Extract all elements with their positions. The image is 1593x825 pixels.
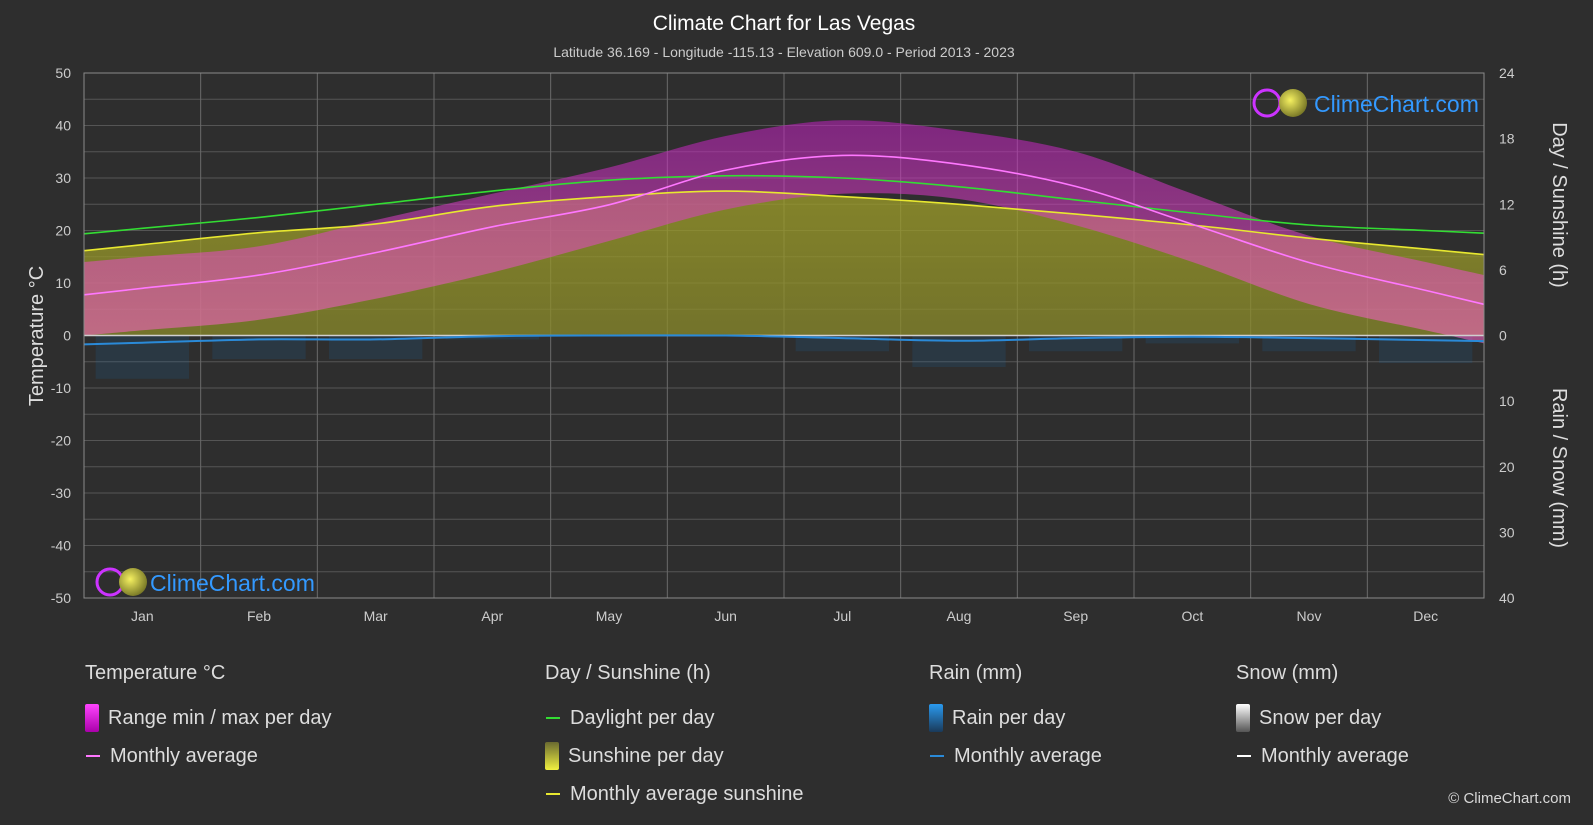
rain-bar [445, 335, 539, 340]
right-axis-bottom-label: Rain / Snow (mm) [1548, 388, 1570, 548]
snow-average-swatch [1237, 755, 1251, 757]
left-axis-label: Temperature °C [26, 266, 48, 406]
logo-ball-icon [119, 568, 147, 596]
legend-item-label: Sunshine per day [568, 744, 724, 767]
legend-item-label: Monthly average [1261, 744, 1409, 767]
legend-item-label: Monthly average [110, 744, 258, 767]
legend-sunshine: Day / Sunshine (h) Daylight per day Suns… [545, 662, 803, 813]
right-top-tick-label: 6 [1499, 262, 1507, 278]
logo-top: ClimeChart.com [1252, 88, 1479, 118]
legend-item: Snow per day [1236, 699, 1409, 737]
right-axis-sunshine-ticks: 24 18 12 6 0 [1499, 65, 1515, 344]
month-tick-label: Jun [714, 608, 737, 624]
right-top-tick-label: 24 [1499, 65, 1515, 81]
snow-swatch [1236, 704, 1250, 732]
month-tick-label: Nov [1297, 608, 1322, 624]
left-tick-label: -40 [51, 538, 71, 554]
right-bottom-tick-label: 20 [1499, 459, 1515, 475]
rain-bar [1145, 335, 1239, 344]
rain-average-swatch [930, 755, 944, 757]
month-tick-label: Oct [1181, 608, 1203, 624]
legend-temperature: Temperature °C Range min / max per day M… [85, 662, 331, 775]
legend-sunshine-header: Day / Sunshine (h) [545, 662, 711, 684]
month-tick-label: Dec [1413, 608, 1438, 624]
legend-snow-header: Snow (mm) [1236, 662, 1339, 684]
rain-bar [329, 335, 423, 360]
month-tick-label: Apr [481, 608, 503, 624]
legend-rain-header: Rain (mm) [929, 662, 1023, 684]
logo-ball-icon [1279, 89, 1307, 117]
legend-item-label: Daylight per day [570, 706, 715, 729]
left-tick-label: -20 [51, 433, 71, 449]
plot-frame [83, 72, 1485, 599]
chart-subtitle: Latitude 36.169 - Longitude -115.13 - El… [553, 44, 1015, 60]
rain-bar [212, 335, 306, 360]
left-tick-label: 10 [55, 275, 71, 291]
left-tick-label: -30 [51, 485, 71, 501]
left-tick-label: 40 [55, 118, 71, 134]
daylight-swatch [546, 717, 560, 719]
legend-item: Monthly average [1236, 737, 1409, 775]
legend-item-label: Range min / max per day [108, 706, 332, 729]
legend-rain: Rain (mm) Rain per day Monthly average [929, 662, 1102, 775]
month-tick-label: Mar [364, 608, 388, 624]
right-top-tick-label: 12 [1499, 196, 1515, 212]
rain-monthly-average-line [83, 334, 1485, 346]
daylight-line [83, 174, 1485, 235]
temperature-range-area [84, 120, 1484, 344]
month-tick-labels: Jan Feb Mar Apr May Jun Jul Aug Sep Oct Nov Dec [131, 608, 1438, 624]
sunshine-average-line [83, 190, 1485, 256]
left-tick-label: -50 [51, 590, 71, 606]
temperature-average-line [83, 154, 1485, 306]
legend-item-label: Snow per day [1259, 706, 1382, 729]
month-tick-label: May [596, 608, 622, 624]
right-bottom-tick-label: 10 [1499, 393, 1515, 409]
legend-item: Sunshine per day [545, 737, 803, 775]
legend-item: Daylight per day [545, 699, 803, 737]
chart-title: Climate Chart for Las Vegas [653, 12, 916, 35]
copyright: © ClimeChart.com [1448, 790, 1571, 807]
right-axis-rain-ticks: 10 20 30 40 [1499, 393, 1515, 606]
legend-item: Monthly average sunshine [545, 775, 803, 813]
legend-item: Monthly average [929, 737, 1102, 775]
left-tick-label: 20 [55, 223, 71, 239]
temperature-average-swatch [86, 755, 100, 757]
sunshine-swatch [545, 742, 559, 770]
rain-swatch [929, 704, 943, 732]
legend-item: Rain per day [929, 699, 1102, 737]
right-axis-top-label: Day / Sunshine (h) [1548, 122, 1570, 288]
legend-temperature-header: Temperature °C [85, 662, 226, 684]
month-tick-label: Jan [131, 608, 154, 624]
left-tick-label: 0 [63, 328, 71, 344]
month-tick-label: Feb [247, 608, 271, 624]
right-bottom-tick-label: 40 [1499, 590, 1515, 606]
legend-item: Range min / max per day [85, 699, 331, 737]
right-bottom-tick-label: 30 [1499, 524, 1515, 540]
legend-item-label: Monthly average [954, 744, 1102, 767]
right-top-tick-label: 0 [1499, 328, 1507, 344]
legend-item-label: Rain per day [952, 706, 1066, 729]
legend-item-label: Monthly average sunshine [570, 782, 804, 805]
month-tick-label: Aug [947, 608, 972, 624]
left-tick-label: -10 [51, 380, 71, 396]
legend-item: Monthly average [85, 737, 331, 775]
month-tick-label: Sep [1063, 608, 1088, 624]
left-axis-ticks: 50 40 30 20 10 0 -10 -20 -30 -40 -50 [51, 65, 71, 606]
logo-ring-icon [1252, 88, 1282, 118]
logo-text: ClimeChart.com [1314, 91, 1479, 117]
logo-bottom: ClimeChart.com [95, 567, 315, 597]
sunshine-average-swatch [546, 793, 560, 795]
legend-snow: Snow (mm) Snow per day Monthly average [1236, 662, 1409, 775]
temperature-range-swatch [85, 704, 99, 732]
logo-text: ClimeChart.com [150, 570, 315, 596]
right-top-tick-label: 18 [1499, 131, 1515, 147]
left-tick-label: 30 [55, 170, 71, 186]
month-tick-label: Jul [833, 608, 851, 624]
left-tick-label: 50 [55, 65, 71, 81]
